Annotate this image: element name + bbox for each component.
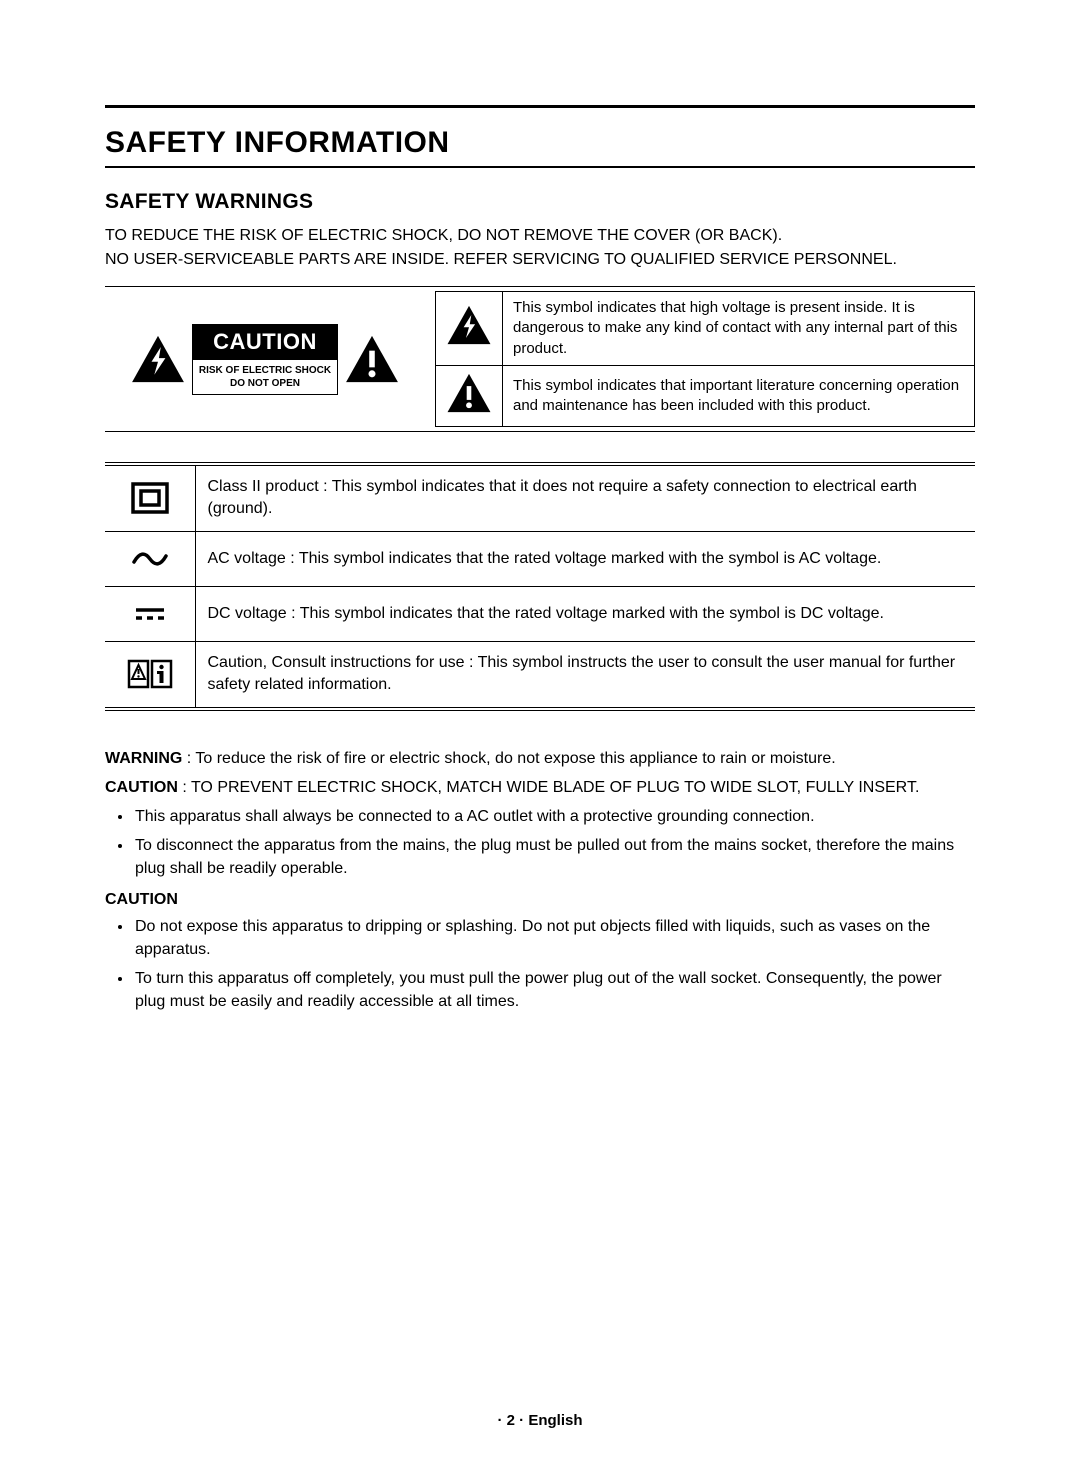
mini-row: This symbol indicates that important lit…: [436, 365, 975, 426]
symbol-row: AC voltage : This symbol indicates that …: [105, 531, 975, 586]
caution-subtext: RISK OF ELECTRIC SHOCK DO NOT OPEN: [192, 360, 338, 395]
caution-paragraph: CAUTION : TO PREVENT ELECTRIC SHOCK, MAT…: [105, 776, 975, 799]
page-title: SAFETY INFORMATION: [105, 126, 975, 160]
intro-paragraph: TO REDUCE THE RISK OF ELECTRIC SHOCK, DO…: [105, 224, 975, 272]
warning-text: : To reduce the risk of fire or electric…: [182, 750, 835, 767]
symbol-text: AC voltage : This symbol indicates that …: [195, 531, 975, 586]
caution-label: CAUTION RISK OF ELECTRIC SHOCK DO NOT OP…: [192, 324, 338, 395]
caution-banner: CAUTION: [192, 324, 338, 360]
manual-icon: [127, 657, 173, 691]
exclaim-triangle-icon: [446, 372, 492, 414]
caution-label: CAUTION: [105, 779, 178, 796]
page-number: 2: [507, 1412, 515, 1429]
bullet-list-2: Do not expose this apparatus to dripping…: [105, 915, 975, 1014]
caution-text: : TO PREVENT ELECTRIC SHOCK, MATCH WIDE …: [178, 779, 920, 796]
bullet-item: This apparatus shall always be connected…: [133, 805, 975, 828]
exclaim-triangle-icon: [344, 334, 400, 384]
warning-label: WARNING: [105, 750, 182, 767]
caution-row: CAUTION RISK OF ELECTRIC SHOCK DO NOT OP…: [105, 286, 975, 432]
caution-subheading: CAUTION: [105, 891, 975, 909]
class2-icon: [130, 481, 170, 515]
symbols-table: Class II product : This symbol indicates…: [105, 465, 975, 708]
rule-top: [105, 105, 975, 108]
symbol-row: Class II product : This symbol indicates…: [105, 466, 975, 532]
intro-line-2: NO USER-SERVICEABLE PARTS ARE INSIDE. RE…: [105, 251, 897, 268]
shock-triangle-icon: [446, 304, 492, 346]
dc-icon: [130, 597, 170, 631]
shock-triangle-icon: [130, 334, 186, 384]
symbol-row: Caution, Consult instructions for use : …: [105, 641, 975, 707]
mini-row: This symbol indicates that high voltage …: [436, 292, 975, 366]
symbol-text: Class II product : This symbol indicates…: [195, 466, 975, 532]
bullet-list-1: This apparatus shall always be connected…: [105, 805, 975, 881]
section-heading: SAFETY WARNINGS: [105, 190, 975, 214]
symbol-text: DC voltage : This symbol indicates that …: [195, 586, 975, 641]
bullet-item: To turn this apparatus off completely, y…: [133, 967, 975, 1013]
mini-symbol-text: This symbol indicates that high voltage …: [503, 292, 975, 366]
warning-paragraph: WARNING : To reduce the risk of fire or …: [105, 747, 975, 770]
bullet-item: Do not expose this apparatus to dripping…: [133, 915, 975, 961]
mini-symbol-text: This symbol indicates that important lit…: [503, 365, 975, 426]
symbol-row: DC voltage : This symbol indicates that …: [105, 586, 975, 641]
bullet-item: To disconnect the apparatus from the mai…: [133, 834, 975, 880]
symbols-table-wrap: Class II product : This symbol indicates…: [105, 462, 975, 711]
ac-icon: [130, 542, 170, 576]
rule-under-title: [105, 166, 975, 168]
intro-line-1: TO REDUCE THE RISK OF ELECTRIC SHOCK, DO…: [105, 227, 782, 244]
caution-box: CAUTION RISK OF ELECTRIC SHOCK DO NOT OP…: [105, 291, 425, 427]
mini-symbol-table: This symbol indicates that high voltage …: [435, 291, 975, 427]
symbol-text: Caution, Consult instructions for use : …: [195, 641, 975, 707]
page-footer: · 2 · English: [0, 1412, 1080, 1429]
page-lang: English: [528, 1412, 582, 1429]
